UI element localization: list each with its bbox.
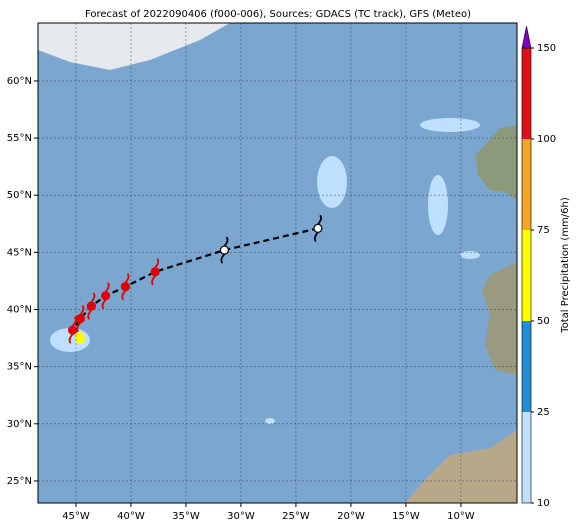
- x-tick-label: 45°W: [62, 511, 90, 522]
- colorbar-tick-label: 10: [537, 498, 550, 509]
- x-tick-label: 35°W: [172, 511, 200, 522]
- x-tick-label: 15°W: [392, 511, 420, 522]
- cyclone-symbol: [151, 258, 160, 286]
- x-tick-label: 10°W: [447, 511, 475, 522]
- y-tick-label: 45°N: [7, 247, 32, 258]
- track-point: [150, 267, 160, 277]
- map-area: [38, 23, 517, 503]
- cyclone-symbol: [313, 214, 322, 243]
- cyclone-symbol: [220, 236, 229, 264]
- y-tick-label: 35°N: [7, 362, 32, 373]
- colorbar-extension: [521, 25, 532, 49]
- colorbar-tick-label: 75: [537, 225, 550, 236]
- y-tick-label: 55°N: [7, 133, 32, 144]
- x-tick-label: 40°W: [117, 511, 145, 522]
- ocean: [38, 23, 517, 503]
- track-point: [86, 301, 96, 311]
- track-point: [313, 223, 323, 233]
- cyclone-symbol: [121, 273, 130, 301]
- colorbar-label: Total Precipitation (mm/6h): [560, 197, 571, 334]
- map-title: Forecast of 2022090406 (f000-006), Sourc…: [85, 9, 471, 20]
- colorbar-segment: [522, 412, 531, 503]
- africa: [405, 430, 517, 503]
- colorbar-segment: [522, 321, 531, 412]
- colorbar-segment: [522, 139, 531, 230]
- colorbar-tick-label: 50: [537, 316, 550, 327]
- y-tick-label: 50°N: [7, 190, 32, 201]
- track-point: [101, 291, 111, 301]
- precip-area: [460, 251, 480, 259]
- y-tick-label: 30°N: [7, 419, 32, 430]
- iberia: [482, 262, 517, 375]
- x-tick-label: 20°W: [337, 511, 365, 522]
- graticule: [38, 23, 517, 503]
- colorbar-tick-label: 25: [537, 407, 550, 418]
- track-point: [75, 314, 85, 324]
- colorbar-tick-label: 150: [537, 43, 556, 54]
- precip-core: [75, 332, 85, 344]
- x-tick-label: 25°W: [282, 511, 310, 522]
- precip-area: [420, 118, 480, 132]
- colorbar-segment: [522, 48, 531, 139]
- colorbar-segment: [522, 230, 531, 321]
- y-tick-label: 60°N: [7, 76, 32, 87]
- y-tick-label: 25°N: [7, 476, 32, 487]
- cyclone-symbol: [101, 282, 110, 310]
- precip-area: [317, 156, 347, 208]
- ireland-uk: [475, 125, 517, 200]
- colorbar: 10 25 50 75 100 150: [521, 25, 556, 509]
- y-tick-label: 40°N: [7, 305, 32, 316]
- map-frame: [37, 22, 518, 504]
- precip-area: [265, 418, 275, 424]
- track-point: [219, 245, 230, 255]
- cyclone-symbol: [76, 305, 85, 333]
- precip-area: [428, 175, 448, 235]
- colorbar-tick-label: 100: [537, 134, 556, 145]
- track-point: [120, 282, 131, 292]
- track-point: [68, 325, 78, 335]
- greenland: [38, 23, 230, 70]
- cyclone-symbol: [87, 292, 96, 320]
- storm-track: [68, 214, 323, 344]
- colorbar-frame: [521, 47, 532, 504]
- cyclone-symbol: [68, 316, 77, 344]
- x-tick-label: 30°W: [227, 511, 255, 522]
